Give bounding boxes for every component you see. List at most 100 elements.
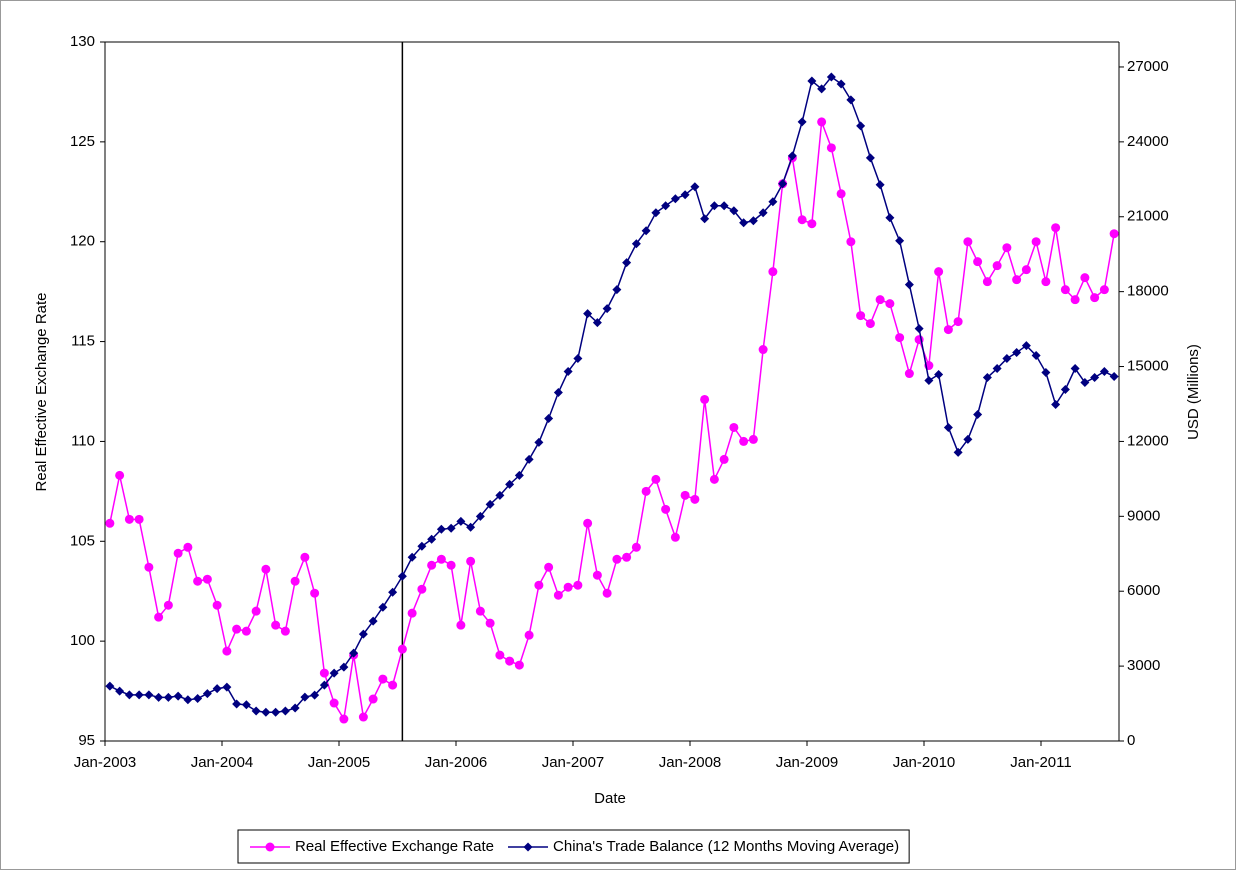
x-tick-label: Jan-2005 bbox=[308, 754, 371, 771]
data-point bbox=[456, 516, 466, 526]
data-point bbox=[378, 602, 388, 612]
y2-tick-label: 24000 bbox=[1127, 133, 1169, 150]
data-point bbox=[934, 267, 944, 277]
data-point bbox=[758, 345, 768, 355]
data-point bbox=[514, 470, 524, 480]
data-point bbox=[680, 490, 690, 500]
data-point bbox=[963, 237, 973, 247]
data-point bbox=[661, 201, 671, 211]
data-point bbox=[1041, 277, 1051, 287]
data-point bbox=[1090, 373, 1100, 383]
data-point bbox=[154, 612, 164, 622]
data-point bbox=[739, 218, 749, 228]
data-point bbox=[934, 370, 944, 380]
data-point bbox=[417, 584, 427, 594]
data-point bbox=[943, 325, 953, 335]
data-point bbox=[446, 523, 456, 533]
data-point bbox=[856, 311, 866, 321]
data-point bbox=[1070, 295, 1080, 305]
data-point bbox=[846, 237, 856, 247]
data-point bbox=[329, 668, 339, 678]
data-point bbox=[553, 387, 563, 397]
data-point bbox=[758, 208, 768, 218]
y2-tick-label: 27000 bbox=[1127, 58, 1169, 75]
data-point bbox=[817, 84, 827, 94]
y2-tick-label: 0 bbox=[1127, 732, 1135, 749]
data-point bbox=[271, 620, 281, 630]
data-point bbox=[1080, 378, 1090, 388]
data-point bbox=[1051, 399, 1061, 409]
data-point bbox=[895, 333, 905, 343]
y-tick-label: 130 bbox=[70, 33, 95, 50]
data-point bbox=[485, 618, 495, 628]
data-point bbox=[154, 692, 164, 702]
data-point bbox=[778, 179, 788, 189]
y2-tick-label: 15000 bbox=[1127, 358, 1169, 375]
data-point bbox=[719, 454, 729, 464]
data-point bbox=[339, 714, 349, 724]
data-point bbox=[797, 117, 807, 127]
data-point bbox=[446, 560, 456, 570]
data-point bbox=[436, 554, 446, 564]
data-point bbox=[193, 694, 203, 704]
data-point bbox=[202, 689, 212, 699]
data-point bbox=[865, 153, 875, 163]
data-point bbox=[1060, 285, 1070, 295]
data-point bbox=[1099, 367, 1109, 377]
data-point bbox=[573, 580, 583, 590]
data-point bbox=[651, 474, 661, 484]
y2-tick-label: 18000 bbox=[1127, 283, 1169, 300]
data-point bbox=[1002, 243, 1012, 253]
data-point bbox=[265, 842, 275, 852]
data-point bbox=[592, 570, 602, 580]
data-point bbox=[466, 556, 476, 566]
data-point bbox=[134, 514, 144, 524]
data-point bbox=[300, 552, 310, 562]
data-point bbox=[797, 215, 807, 225]
data-point bbox=[1031, 237, 1041, 247]
data-point bbox=[417, 541, 427, 551]
data-point bbox=[115, 686, 125, 696]
data-point bbox=[524, 630, 534, 640]
data-point bbox=[875, 180, 885, 190]
data-point bbox=[904, 369, 914, 379]
x-tick-label: Jan-2010 bbox=[893, 754, 956, 771]
data-point bbox=[622, 258, 632, 268]
data-point bbox=[1012, 275, 1022, 285]
data-point bbox=[592, 318, 602, 328]
data-point bbox=[134, 690, 144, 700]
data-point bbox=[261, 564, 271, 574]
data-point bbox=[436, 524, 446, 534]
data-point bbox=[524, 454, 534, 464]
data-point bbox=[953, 447, 963, 457]
data-point bbox=[826, 72, 836, 82]
data-point bbox=[739, 436, 749, 446]
data-point bbox=[378, 674, 388, 684]
data-point bbox=[1012, 348, 1022, 358]
data-point bbox=[768, 267, 778, 277]
data-point bbox=[836, 79, 846, 89]
data-point bbox=[1090, 293, 1100, 303]
data-point bbox=[583, 309, 593, 319]
data-point bbox=[388, 587, 398, 597]
data-point bbox=[583, 518, 593, 528]
data-point bbox=[895, 236, 905, 246]
data-point bbox=[904, 280, 914, 290]
y-axis-label: Real Effective Exchange Rate bbox=[33, 292, 50, 491]
data-point bbox=[982, 373, 992, 383]
data-point bbox=[319, 668, 329, 678]
data-point bbox=[514, 660, 524, 670]
data-point bbox=[544, 562, 554, 572]
data-point bbox=[290, 576, 300, 586]
y2-tick-label: 3000 bbox=[1127, 657, 1160, 674]
data-point bbox=[690, 494, 700, 504]
data-point bbox=[670, 194, 680, 204]
data-point bbox=[124, 690, 134, 700]
data-point bbox=[339, 662, 349, 672]
data-point bbox=[992, 364, 1002, 374]
data-point bbox=[1041, 368, 1051, 378]
data-point bbox=[875, 295, 885, 305]
data-point bbox=[563, 582, 573, 592]
data-point bbox=[280, 626, 290, 636]
